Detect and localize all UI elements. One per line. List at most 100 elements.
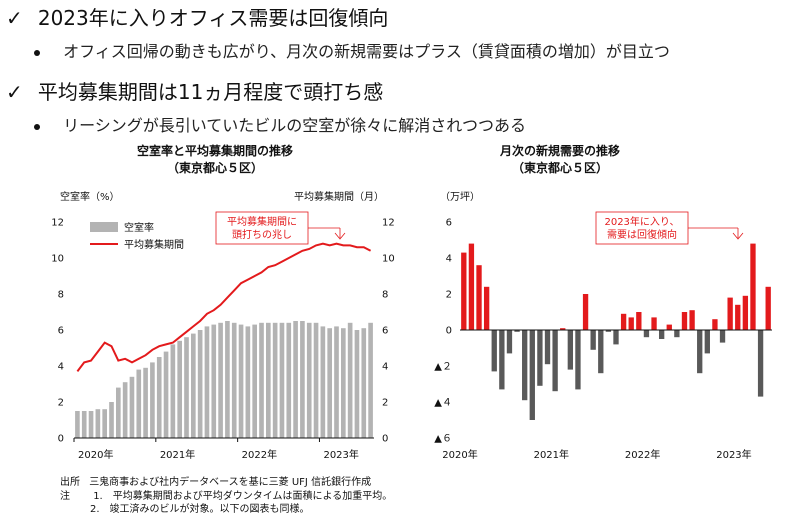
chart2-demand-bar	[674, 330, 680, 338]
chart2-tick-label: 6	[446, 218, 452, 229]
chart2-demand-bar	[567, 330, 574, 370]
chart1-vacancy-bar	[334, 326, 339, 438]
chart2-demand-bar	[689, 310, 695, 330]
chart2-demand-bar	[742, 295, 749, 330]
chart1-vacancy-bar	[95, 409, 101, 438]
chart1-right-tick-label: 2	[382, 398, 388, 409]
chart1-vacancy-bar	[272, 322, 278, 438]
chart2-tick-label: ▲２	[434, 362, 452, 373]
chart2-annotation-arrow-icon	[732, 232, 744, 240]
chart2-tick-label: 0	[446, 326, 452, 337]
bullet-1: オフィス回帰の動きも広がり、月次の新規需要はプラス（賃貸面積の増加）が目立つ	[34, 38, 670, 62]
chart1-vacancy-bar	[300, 321, 305, 438]
chart1-x-tick-label: 2022年	[242, 448, 277, 461]
chart2-demand-bar	[658, 330, 665, 339]
chart1-vacancy-bar	[279, 322, 285, 438]
chart2-demand-bar	[613, 330, 619, 345]
chart2-demand-bar	[575, 330, 581, 390]
chart1-vacancy-bar	[102, 409, 107, 438]
chart2-title-block: 月次の新規需要の推移 （東京都心５区）	[440, 143, 680, 177]
chart1-vacancy-bar	[259, 322, 264, 438]
chart1-vacancy-bar	[361, 328, 367, 438]
chart2-annotation-text: 需要は回復傾向	[607, 228, 677, 241]
chart1-annotation-arrow-icon	[334, 232, 346, 240]
chart2-tick-label: ▲６	[434, 434, 452, 445]
chart1-vacancy-bar	[225, 321, 230, 438]
chart2-tick-label: 4	[446, 254, 452, 265]
chart2-demand-bar	[719, 330, 726, 343]
chart1-title: 空室率と平均募集期間の推移	[136, 144, 293, 158]
check-icon: ✓	[6, 80, 23, 104]
chart1-vacancy-bar	[293, 321, 298, 438]
chart2-annotation-text: 2023年に入り、	[604, 215, 679, 228]
chart2-x-tick-label: 2021年	[534, 448, 569, 461]
chart2-demand-bar	[476, 265, 482, 330]
chart1-right-tick-label: 8	[382, 290, 388, 301]
chart1-left-tick-label: 6	[58, 326, 64, 337]
chart2-demand-bar	[590, 330, 596, 350]
chart1-right-tick-label: 6	[382, 326, 388, 337]
bullet-1-text: オフィス回帰の動きも広がり、月次の新規需要はプラス（賃貸面積の増加）が目立つ	[63, 42, 670, 61]
chart1-vacancy-bar	[170, 344, 176, 438]
chart1-vacancy-bar	[252, 324, 257, 438]
chart2-x-tick-label: 2020年	[442, 448, 477, 461]
chart2-demand-bar	[499, 330, 505, 390]
bullet-dot-icon	[34, 123, 40, 130]
chart2-tick-label: ▲４	[434, 398, 452, 409]
chart1-vacancy-bar	[306, 322, 312, 438]
chart2-demand-bar	[522, 330, 528, 401]
chart1-vacancy-bar	[136, 369, 142, 438]
chart1-annotation-text: 平均募集期間に	[227, 215, 297, 228]
chart1-x-tick-label: 2021年	[160, 448, 195, 461]
headline-2: ✓ 平均募集期間は11ヵ月程度で頭打ち感	[6, 76, 383, 105]
chart1-legend-label-period: 平均募集期間	[124, 238, 184, 251]
chart1-vacancy-bar	[218, 322, 223, 438]
chart2-demand-bar	[506, 330, 513, 354]
chart2-demand-bar	[735, 304, 741, 330]
headline-1: ✓ 2023年に入りオフィス需要は回復傾向	[6, 2, 388, 31]
chart2-demand-bar	[704, 330, 710, 354]
chart1-left-tick-label: 2	[58, 398, 64, 409]
chart2-demand-bar	[461, 252, 467, 330]
chart1-vacancy-bar	[266, 322, 271, 438]
chart1-vacancy-bar	[163, 351, 169, 438]
chart1-legend-swatch-bar	[90, 222, 118, 232]
chart1-x-tick-label: 2023年	[323, 448, 358, 461]
chart2-demand-bar	[514, 330, 520, 332]
chart1-vacancy-bar	[197, 330, 203, 438]
chart2-demand-bar	[598, 330, 604, 374]
source-text: 三鬼商事および社内データベースを基に三菱 UFJ 信託銀行作成	[89, 477, 372, 488]
chart2-demand-bar	[750, 243, 756, 330]
chart1-vacancy-bar	[184, 337, 189, 438]
note-1-text: 1. 平均募集期間および平均ダウンタイムは面積による加重平均。	[93, 491, 393, 502]
chart1-vacancy-bar	[313, 322, 319, 438]
chart1-subtitle: （東京都心５区）	[166, 161, 263, 175]
bullet-dot-icon	[34, 49, 40, 56]
chart1-vacancy-bar	[204, 326, 210, 438]
chart2-demand-bar	[491, 330, 497, 372]
chart1-vacancy-bar	[109, 402, 114, 438]
chart1-vacancy-bar	[347, 322, 353, 438]
chart2-tick-label: 2	[446, 290, 452, 301]
chart2-demand-bar	[697, 330, 703, 374]
chart1-vacancy-bar	[368, 322, 373, 438]
chart1-vacancy-bar	[156, 357, 162, 438]
chart1-annotation-text: 頭打ちの兆し	[232, 228, 292, 241]
chart1-vacancy-bar	[122, 382, 128, 438]
source-line: 出所 三鬼商事および社内データベースを基に三菱 UFJ 信託銀行作成	[60, 476, 371, 490]
chart1-left-tick-label: 0	[58, 434, 64, 445]
check-icon: ✓	[6, 6, 23, 30]
chart2-demand-bar	[651, 317, 657, 330]
chart2-demand-bar	[483, 286, 490, 330]
chart1-left-tick-label: 10	[51, 254, 64, 265]
headline-2-text: 平均募集期間は11ヵ月程度で頭打ち感	[37, 80, 384, 104]
chart1-vacancy-bar	[286, 322, 292, 438]
headline-1-text: 2023年に入りオフィス需要は回復傾向	[37, 6, 389, 30]
chart1-vacancy-bar	[116, 387, 121, 438]
chart2-demand-bar	[712, 319, 718, 330]
chart2-title: 月次の新規需要の推移	[499, 144, 620, 158]
chart2-demand-bar	[620, 313, 627, 330]
chart1-legend-label-vacancy: 空室率	[124, 221, 154, 234]
chart2-demand-bar	[560, 328, 566, 330]
